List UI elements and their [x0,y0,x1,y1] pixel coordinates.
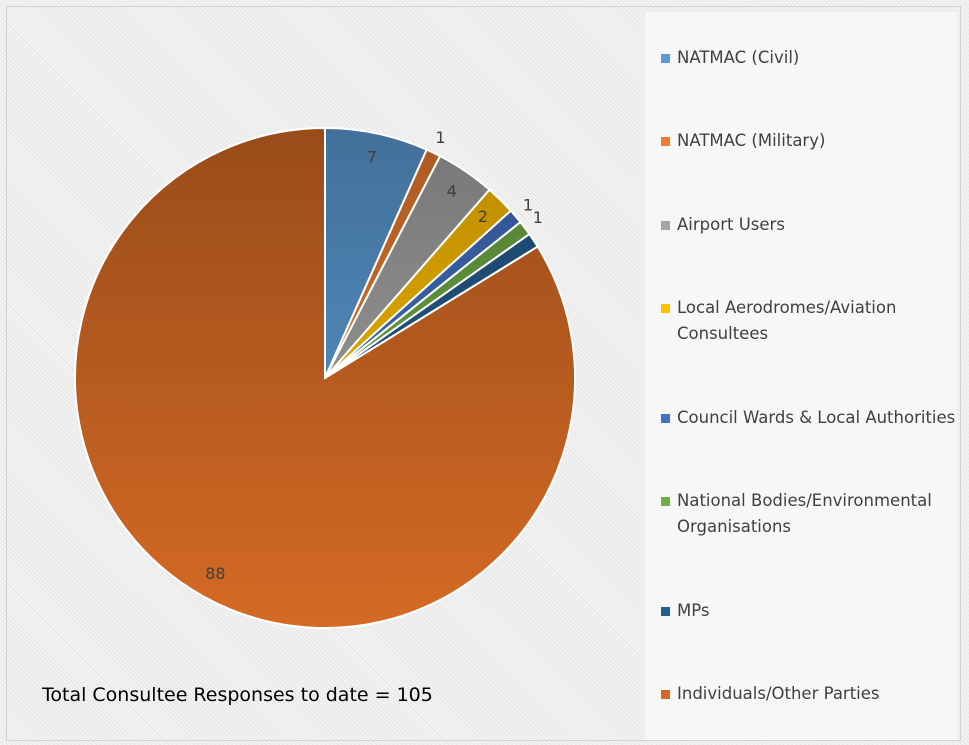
legend-label: MPs [677,600,710,620]
legend-item: MPs [645,598,957,624]
data-label: 2 [478,207,488,226]
legend-swatch [661,413,670,423]
annotation: Total Consultee Responses to date = 105 [42,684,433,706]
data-label: 1 [523,196,533,215]
data-label: 7 [367,147,377,166]
legend-label: Individuals/Other Parties [677,684,880,704]
legend-item: Local Aerodromes/Aviation Consultees [645,295,957,347]
data-label: 4 [447,182,457,201]
legend-label: Local Aerodromes/Aviation Consultees [677,298,897,344]
legend-item: Airport Users [645,212,957,238]
frame [6,6,961,741]
legend-item: Council Wards & Local Authorities [645,405,957,431]
legend-item: NATMAC (Military) [645,128,957,154]
legend-swatch [661,606,670,616]
pie-slice [74,126,576,629]
legend-item: National Bodies/Environmental Organisati… [645,488,957,540]
legend-swatch [661,220,670,230]
legend-item: Individuals/Other Parties [645,681,957,707]
legend-swatch [661,304,670,314]
legend-item: NATMAC (Civil) [645,45,957,71]
legend: NATMAC (Civil) NATMAC (Military) Airport U… [645,12,957,740]
legend-swatch [661,53,670,63]
data-label: 88 [205,564,225,583]
legend-label: NATMAC (Military) [677,131,826,151]
legend-label: NATMAC (Civil) [677,47,800,67]
legend-label: Council Wards & Local Authorities [677,407,956,427]
legend-label: Airport Users [677,214,785,234]
data-label: 1 [533,208,543,227]
legend-swatch [661,497,670,507]
legend-label: National Bodies/Environmental Organisati… [677,491,932,537]
legend-swatch [661,690,670,700]
data-label: 1 [435,128,445,147]
legend-swatch [661,137,670,147]
